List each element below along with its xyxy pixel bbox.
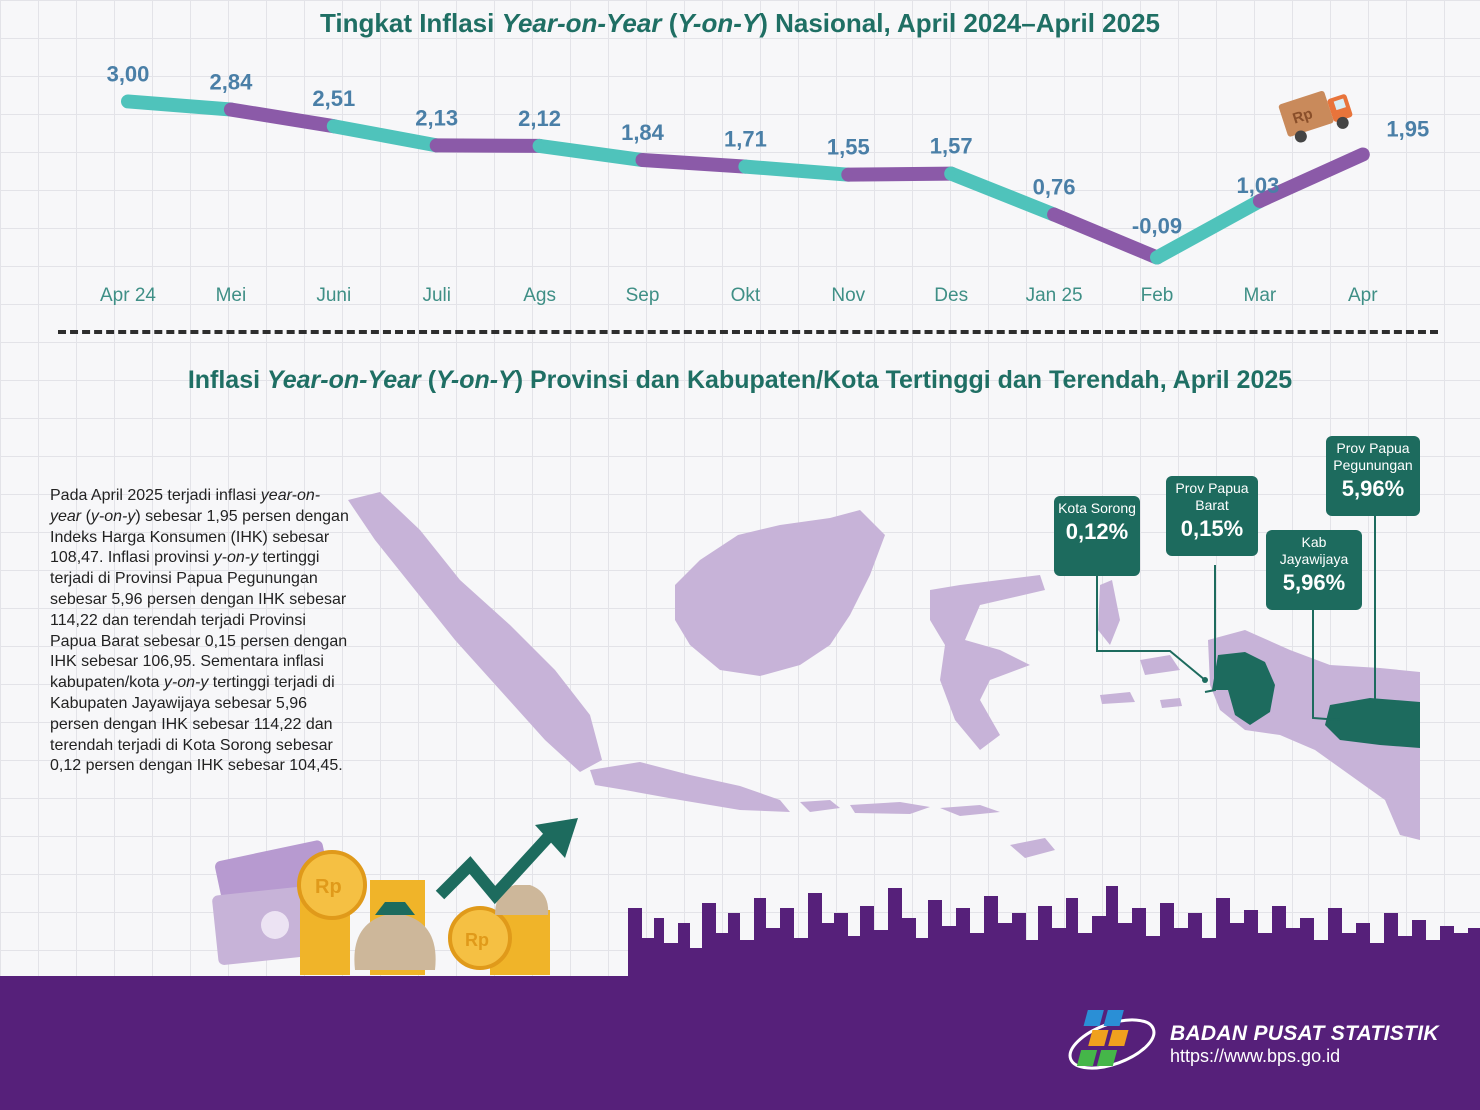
value-label: 2,13 xyxy=(415,105,458,130)
nusa-tenggara-islands xyxy=(800,800,1055,858)
data-point xyxy=(535,141,544,150)
line-segment xyxy=(1047,207,1164,265)
chart-title: Tingkat Inflasi Year-on-Year (Y-on-Y) Na… xyxy=(320,8,1160,38)
value-label: -0,09 xyxy=(1132,214,1182,239)
money-illustration: Rp Rp xyxy=(212,818,578,975)
line-segment xyxy=(1252,147,1370,208)
summary-paragraph: Pada April 2025 terjadi inflasi year-on-… xyxy=(50,487,349,775)
money-bag-icon xyxy=(354,885,549,970)
maluku-islands xyxy=(1098,580,1182,708)
value-label: 3,00 xyxy=(107,61,150,86)
svg-text:Rp: Rp xyxy=(465,930,489,950)
section-divider xyxy=(58,330,1438,334)
category-label: Mei xyxy=(216,285,247,306)
value-label: 2,12 xyxy=(518,106,561,131)
category-label: Juli xyxy=(422,285,451,306)
category-label: Nov xyxy=(831,285,865,306)
line-segment xyxy=(121,94,238,117)
value-label: 1,95 xyxy=(1386,116,1429,141)
category-label: Apr 24 xyxy=(100,285,156,306)
organization-url[interactable]: https://www.bps.go.id xyxy=(1170,1046,1341,1066)
organization-name: BADAN PUSAT STATISTIK xyxy=(1170,1022,1439,1045)
svg-text:Rp: Rp xyxy=(315,876,342,898)
sulawesi-island xyxy=(930,575,1045,750)
line-segment xyxy=(841,166,959,182)
category-label: Apr xyxy=(1348,285,1378,306)
callout-kota-sorong: Kota Sorong 0,12% xyxy=(1054,496,1140,576)
category-label: Feb xyxy=(1141,285,1174,306)
data-point xyxy=(1255,196,1264,205)
trend-up-arrow-icon xyxy=(435,818,578,905)
data-point xyxy=(947,169,956,178)
line-segments xyxy=(121,94,1370,265)
data-point xyxy=(124,97,132,106)
footer-bar xyxy=(0,976,1480,1110)
data-point xyxy=(1153,253,1161,262)
value-label: 2,84 xyxy=(209,70,253,95)
category-label: Jan 25 xyxy=(1026,285,1083,306)
data-point xyxy=(226,105,235,114)
value-label: 1,03 xyxy=(1236,173,1279,198)
value-label: 1,55 xyxy=(827,135,870,160)
data-point xyxy=(1358,150,1367,159)
papua-pegunungan-region xyxy=(1325,698,1420,748)
data-point xyxy=(638,156,647,165)
delivery-truck-icon: Rp xyxy=(1278,90,1353,143)
category-labels: Apr 24 Mei Juni Juli Ags Sep Okt Nov Des Jan 25 Fe… xyxy=(100,285,1378,306)
value-label: 1,71 xyxy=(724,127,767,152)
category-label: Sep xyxy=(626,285,660,306)
line-segment xyxy=(1150,193,1267,265)
papua-barat-region xyxy=(1212,652,1275,725)
category-label: Okt xyxy=(731,285,761,306)
section-title: Inflasi Year-on-Year (Y-on-Y) Provinsi d… xyxy=(187,366,1293,394)
value-label: 2,51 xyxy=(312,86,355,111)
data-point xyxy=(741,162,750,171)
line-segment xyxy=(944,166,1062,222)
value-label: 1,84 xyxy=(621,120,665,145)
sorong-marker xyxy=(1202,677,1208,683)
category-label: Ags xyxy=(523,285,556,306)
indonesia-map xyxy=(348,492,1420,858)
category-label: Mar xyxy=(1244,285,1277,306)
papua-barat-leader-line xyxy=(1204,565,1216,693)
callout-prov-papua-pegunungan: Prov Papua Pegunungan 5,96% xyxy=(1326,436,1420,516)
line-segment xyxy=(635,153,753,174)
value-labels: 3,00 2,84 2,51 2,13 2,12 1,84 1,71 1,55 1,57 0,76… xyxy=(107,61,1430,238)
category-label: Juni xyxy=(316,285,351,306)
jayawijaya-leader-line xyxy=(1312,610,1341,721)
callout-kab-jayawijaya: Kab Jayawijaya 5,96% xyxy=(1266,530,1362,610)
sorong-leader-line xyxy=(1096,575,1206,681)
kalimantan-island xyxy=(675,510,885,676)
bps-logo-icon xyxy=(1068,1010,1156,1070)
data-point xyxy=(844,170,853,179)
data-point xyxy=(329,122,338,131)
value-label: 0,76 xyxy=(1033,175,1076,200)
city-skyline xyxy=(628,886,1480,978)
line-segment xyxy=(429,138,547,153)
callout-prov-papua-barat: Prov Papua Barat 0,15% xyxy=(1166,476,1258,556)
category-label: Des xyxy=(934,285,968,306)
data-point xyxy=(1050,210,1059,219)
line-segment xyxy=(532,138,650,168)
data-points xyxy=(124,97,1367,262)
data-point xyxy=(432,141,441,150)
line-segment xyxy=(738,159,856,182)
line-segment xyxy=(223,102,341,134)
value-label: 1,57 xyxy=(930,134,973,159)
svg-text:Rp: Rp xyxy=(1291,105,1315,127)
sumatra-island xyxy=(348,492,602,772)
inflation-line-chart: 3,00 2,84 2,51 2,13 2,12 1,84 1,71 1,55 1,57 0,76… xyxy=(100,61,1430,306)
line-segment xyxy=(326,119,444,153)
java-island xyxy=(590,762,790,812)
